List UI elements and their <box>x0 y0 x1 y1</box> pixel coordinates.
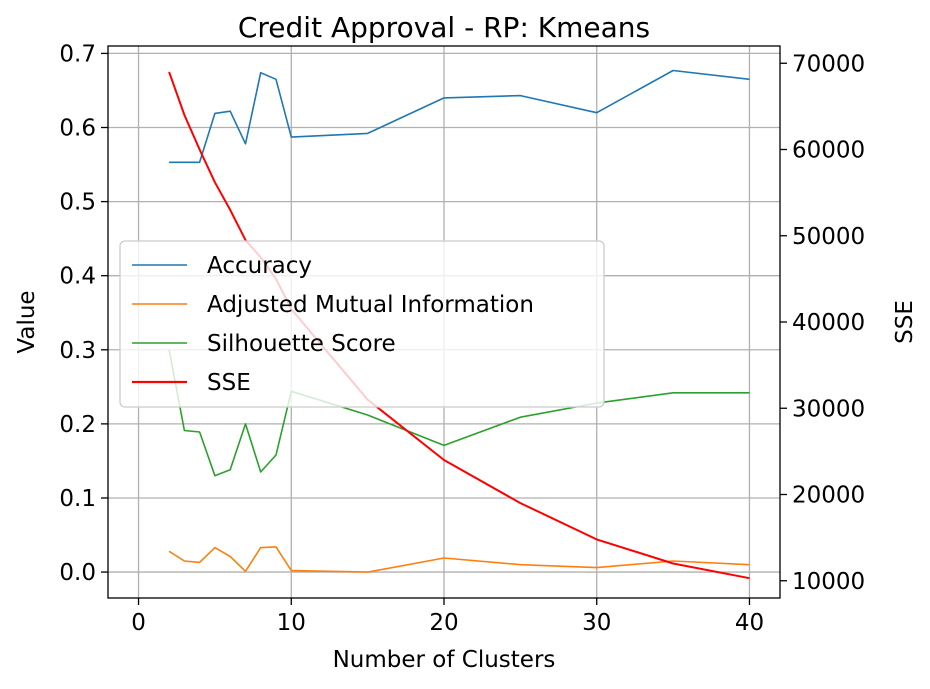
y-tick-label: 0.2 <box>59 412 96 438</box>
y-tick-label: 0.7 <box>59 41 96 67</box>
y2-tick-label: 60000 <box>792 138 865 164</box>
y2-tick-label: 70000 <box>792 51 865 77</box>
x-axis-label: Number of Clusters <box>333 647 556 673</box>
y-axis-label: Value <box>14 290 40 353</box>
y2-tick-label: 30000 <box>792 396 865 422</box>
x-tick-label: 10 <box>277 610 306 636</box>
y-tick-label: 0.0 <box>59 560 96 586</box>
y2-tick-label: 40000 <box>792 310 865 336</box>
y-tick-label: 0.6 <box>59 116 96 142</box>
x-tick-label: 20 <box>429 610 458 636</box>
x-tick-label: 30 <box>582 610 611 636</box>
legend: Accuracy Adjusted Mutual Information Silho… <box>119 240 605 408</box>
y-tick-label: 0.3 <box>59 338 96 364</box>
series-line-silhouette-score <box>168 349 750 477</box>
y2-tick-label: 20000 <box>792 483 865 509</box>
series-line-accuracy <box>169 69 750 164</box>
y2-axis-label: SSE <box>892 300 918 344</box>
legend-box <box>119 240 605 408</box>
y2-tick-label: 50000 <box>792 224 865 250</box>
legend-label-adjusted-mutual-information: Adjusted Mutual Information <box>207 292 534 318</box>
x-tick-label: 40 <box>735 610 764 636</box>
y2-tick-label: 10000 <box>792 569 865 595</box>
legend-label-silhouette-score: Silhouette Score <box>207 331 396 357</box>
axis-ticks: 0 10 20 30 40 0.0 0.1 0.2 0.3 0.4 0.5 0.6 0.7 10000 20… <box>59 41 865 636</box>
x-tick-label: 0 <box>131 610 146 636</box>
y-tick-label: 0.1 <box>59 486 96 512</box>
y-tick-label: 0.4 <box>59 264 96 290</box>
y-tick-label: 0.5 <box>59 190 96 216</box>
legend-label-accuracy: Accuracy <box>207 253 312 279</box>
chart-title: Credit Approval - RP: Kmeans <box>238 11 650 44</box>
grid <box>108 46 780 598</box>
legend-label-sse: SSE <box>207 370 251 396</box>
series-line-adjusted-mutual-information <box>168 546 750 573</box>
